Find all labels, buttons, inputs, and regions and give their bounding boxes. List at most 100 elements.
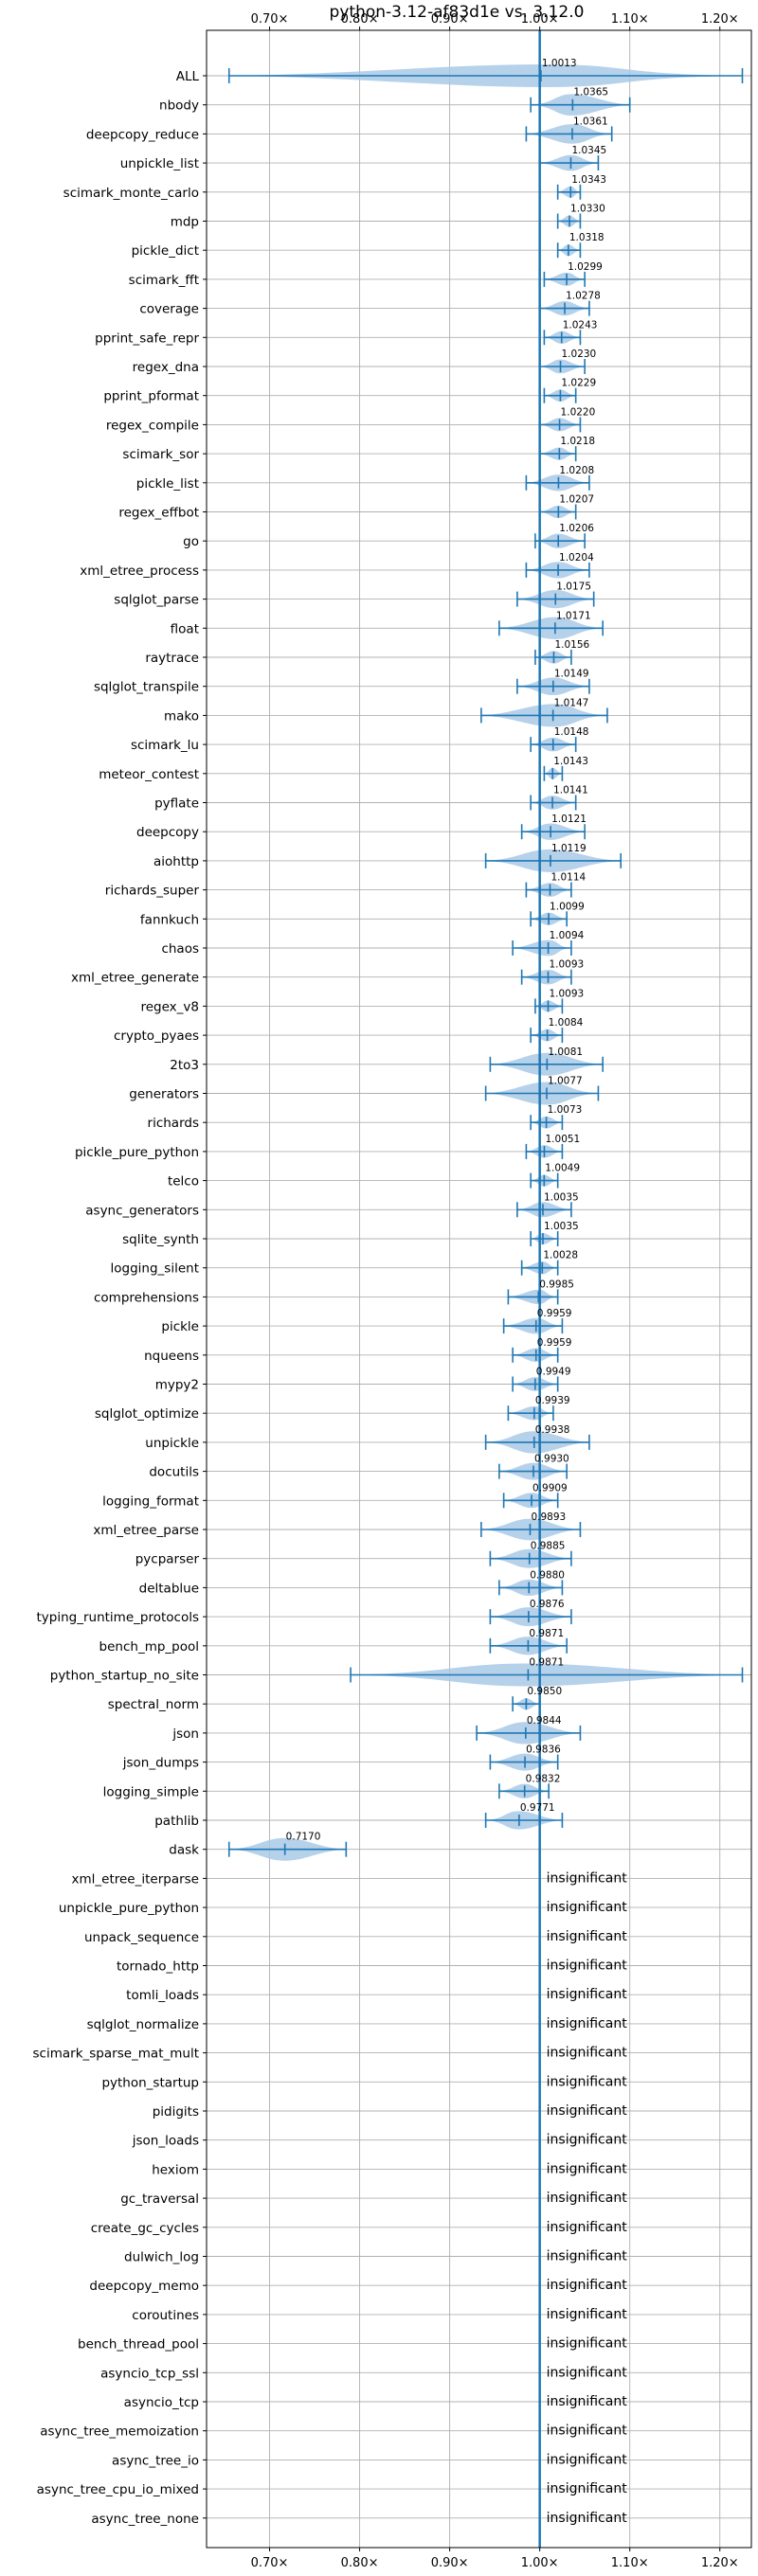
- category-label: scimark_monte_carlo: [63, 186, 199, 201]
- data-label: 1.0141: [553, 785, 588, 796]
- category-label: dulwich_log: [124, 2250, 199, 2265]
- category-label: mdp: [171, 215, 199, 230]
- category-label: 2to3: [170, 1058, 199, 1073]
- category-label: async_tree_io: [112, 2453, 199, 2468]
- insignificant-label: insignificant: [547, 2278, 628, 2293]
- insignificant-label: insignificant: [547, 2220, 628, 2235]
- data-label: 0.9930: [534, 1454, 569, 1465]
- category-label: spectral_norm: [108, 1697, 199, 1712]
- category-label: scimark_fft: [129, 273, 199, 288]
- category-label: tomli_loads: [126, 1988, 199, 2003]
- category-label: logging_simple: [103, 1784, 199, 1799]
- category-label: deepcopy: [136, 825, 199, 840]
- category-label: logging_format: [102, 1494, 199, 1509]
- data-label: 1.0343: [571, 174, 606, 186]
- category-label: comprehensions: [94, 1290, 199, 1305]
- data-label: 1.0149: [554, 669, 589, 680]
- category-label: sqlglot_parse: [114, 593, 199, 608]
- data-label: 1.0171: [556, 610, 591, 621]
- category-label: create_gc_cycles: [91, 2221, 199, 2236]
- x-tick-label-bottom: 0.70×: [251, 2556, 289, 2570]
- data-label: 0.9959: [537, 1308, 572, 1319]
- data-label: 1.0077: [548, 1076, 583, 1087]
- data-label: 0.9832: [526, 1773, 561, 1784]
- data-label: 1.0093: [549, 959, 584, 971]
- category-label: json_dumps: [122, 1756, 199, 1771]
- category-label: logging_silent: [111, 1261, 199, 1277]
- category-label: xml_etree_iterparse: [72, 1871, 200, 1887]
- data-label: 1.0081: [548, 1046, 583, 1058]
- data-label: 1.0156: [554, 639, 589, 651]
- data-label: 0.9836: [526, 1744, 561, 1756]
- data-label: 1.0230: [562, 349, 597, 360]
- data-label: 1.0148: [554, 726, 589, 738]
- category-label: coroutines: [132, 2308, 199, 2323]
- category-label: pathlib: [154, 1814, 199, 1829]
- data-label: 1.0035: [544, 1191, 579, 1203]
- insignificant-label: insignificant: [547, 2307, 628, 2322]
- category-label: python_startup_no_site: [50, 1669, 199, 1684]
- category-label: xml_etree_parse: [93, 1523, 199, 1538]
- insignificant-label: insignificant: [547, 2424, 628, 2439]
- data-label: 1.0028: [543, 1250, 578, 1261]
- insignificant-label: insignificant: [547, 2161, 628, 2176]
- category-label: typing_runtime_protocols: [37, 1610, 200, 1625]
- category-label: ALL: [176, 69, 200, 84]
- category-label: json: [171, 1726, 199, 1742]
- category-label: coverage: [139, 302, 199, 317]
- insignificant-label: insignificant: [547, 2046, 628, 2061]
- category-label: sqlglot_transpile: [94, 680, 199, 695]
- category-label: richards: [148, 1116, 199, 1131]
- category-label: bench_thread_pool: [78, 2337, 199, 2352]
- insignificant-label: insignificant: [547, 2133, 628, 2148]
- category-label: pyflate: [154, 796, 199, 812]
- category-label: hexiom: [152, 2162, 199, 2177]
- category-label: chaos: [161, 941, 199, 957]
- category-label: docutils: [149, 1465, 199, 1480]
- data-label: 1.0143: [553, 756, 588, 767]
- data-label: 1.0175: [556, 581, 591, 593]
- data-label: 1.0093: [549, 988, 584, 999]
- category-label: async_tree_none: [91, 2512, 199, 2527]
- data-label: 0.9844: [527, 1715, 562, 1726]
- data-label: 1.0345: [571, 145, 606, 156]
- category-label: mako: [164, 708, 199, 724]
- data-label: 0.9893: [531, 1512, 566, 1523]
- data-label: 0.9949: [536, 1367, 571, 1378]
- data-label: 1.0114: [550, 872, 586, 884]
- category-label: xml_etree_generate: [71, 971, 199, 986]
- category-label: pprint_pformat: [103, 389, 199, 404]
- data-label: 1.0330: [570, 204, 605, 215]
- category-label: sqlite_synth: [122, 1232, 199, 1247]
- data-label: 1.0204: [559, 552, 594, 564]
- data-label: 1.0361: [573, 116, 608, 127]
- category-label: nbody: [159, 98, 199, 114]
- data-label: 0.9909: [532, 1482, 568, 1494]
- plot-frame: [206, 29, 752, 2549]
- category-label: bench_mp_pool: [99, 1639, 199, 1655]
- x-tick-label-bottom: 1.20×: [701, 2556, 739, 2570]
- violins: [228, 64, 743, 1861]
- insignificant-label: insignificant: [547, 2511, 628, 2526]
- x-tick-label-top: 1.00×: [521, 12, 559, 27]
- x-tick-label-top: 1.10×: [611, 12, 649, 27]
- category-label: richards_super: [105, 884, 200, 899]
- category-label: unpickle_list: [120, 156, 199, 171]
- category-label: pidigits: [153, 2104, 199, 2120]
- data-label: 1.0035: [544, 1221, 579, 1232]
- insignificant-label: insignificant: [547, 2481, 628, 2496]
- whiskers: [227, 68, 744, 1857]
- category-label: xml_etree_process: [80, 564, 199, 579]
- data-label: 1.0365: [573, 87, 608, 98]
- insignificant-label: insignificant: [547, 2336, 628, 2352]
- labels: 0.70× 0.70× 0.80× 0.80× 0.90× 0.90× 1.00× 1.00×…: [33, 12, 739, 2570]
- data-label: 1.0013: [542, 58, 577, 69]
- data-label: 1.0051: [546, 1134, 581, 1145]
- x-tick-label-bottom: 1.00×: [521, 2556, 559, 2570]
- x-tick-label-bottom: 0.90×: [431, 2556, 469, 2570]
- data-label: 0.9771: [520, 1802, 555, 1814]
- category-label: scimark_sparse_mat_mult: [33, 2047, 199, 2062]
- insignificant-label: insignificant: [547, 1870, 628, 1886]
- category-label: pickle_list: [136, 476, 199, 492]
